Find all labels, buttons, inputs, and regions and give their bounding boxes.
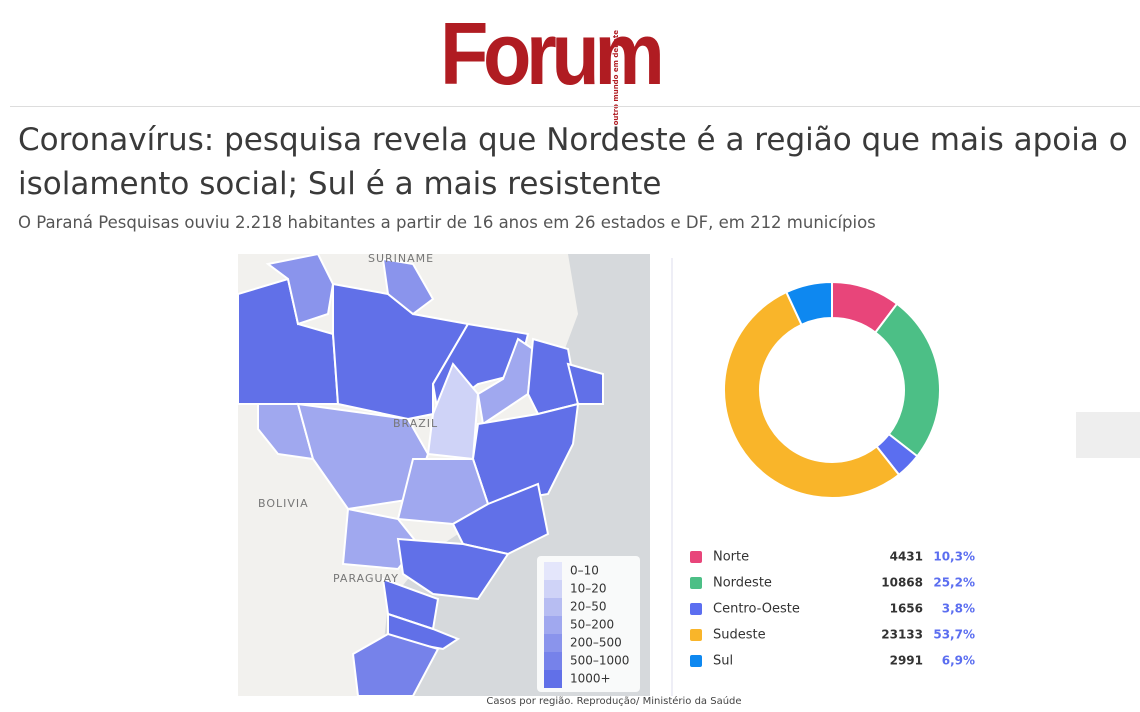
legend-swatch (544, 616, 562, 634)
share-label: 6,9% (942, 654, 975, 668)
map-label: SURINAME (368, 254, 434, 265)
divider (10, 106, 1140, 107)
map-legend-box (537, 556, 640, 692)
legend-label: Norte (713, 550, 749, 565)
legend-label: 500–1000 (570, 654, 629, 668)
value-label: 10868 (881, 576, 923, 590)
map-states (238, 254, 604, 696)
legend-label: Centro-Oeste (713, 602, 800, 617)
caption: Casos por região. Reprodução/ Ministério… (486, 696, 742, 707)
headline: Coronavírus: pesquisa revela que Nordest… (18, 122, 1128, 202)
share-label: 10,3% (933, 550, 975, 564)
legend-swatch (544, 562, 562, 580)
legend-swatch (690, 603, 702, 615)
legend-swatch (544, 670, 562, 688)
logo[interactable]: Forum (440, 4, 665, 103)
map-label: BOLIVIA (258, 497, 309, 510)
legend-swatch (544, 580, 562, 598)
value-label: 2991 (890, 654, 923, 668)
legend-swatch (544, 634, 562, 652)
share-label: 53,7% (933, 628, 975, 642)
donut-segment (785, 280, 833, 327)
value-label: 4431 (890, 550, 923, 564)
subtitle: O Paraná Pesquisas ouviu 2.218 habitante… (18, 213, 876, 232)
legend-label: 10–20 (570, 582, 607, 596)
legend-swatch (544, 598, 562, 616)
value-label: 1656 (890, 602, 923, 616)
legend-label: Nordeste (713, 576, 772, 591)
side-widget (1076, 412, 1140, 458)
share-label: 3,8% (942, 602, 975, 616)
legend-label: Sul (713, 654, 733, 669)
map-label: BRAZIL (393, 417, 438, 430)
legend-swatch (544, 652, 562, 670)
donut-segment (723, 290, 901, 499)
legend-swatch (690, 629, 702, 641)
share-label: 25,2% (933, 576, 975, 590)
legend-swatch (690, 551, 702, 563)
legend-swatch (690, 655, 702, 667)
value-label: 23133 (881, 628, 923, 642)
legend-label: 1000+ (570, 672, 611, 686)
logo-tagline: outro mundo em debate (612, 30, 620, 126)
figure: SURINAME BRAZIL BOLIVIA PARAGUAY 0–10 10–20 2… (238, 254, 990, 696)
legend-label: 200–500 (570, 636, 622, 650)
legend-label: 50–200 (570, 618, 614, 632)
legend-label: 20–50 (570, 600, 607, 614)
map-label: PARAGUAY (333, 572, 399, 585)
legend-label: Sudeste (713, 628, 766, 643)
legend-label: 0–10 (570, 564, 599, 578)
legend-swatch (690, 577, 702, 589)
